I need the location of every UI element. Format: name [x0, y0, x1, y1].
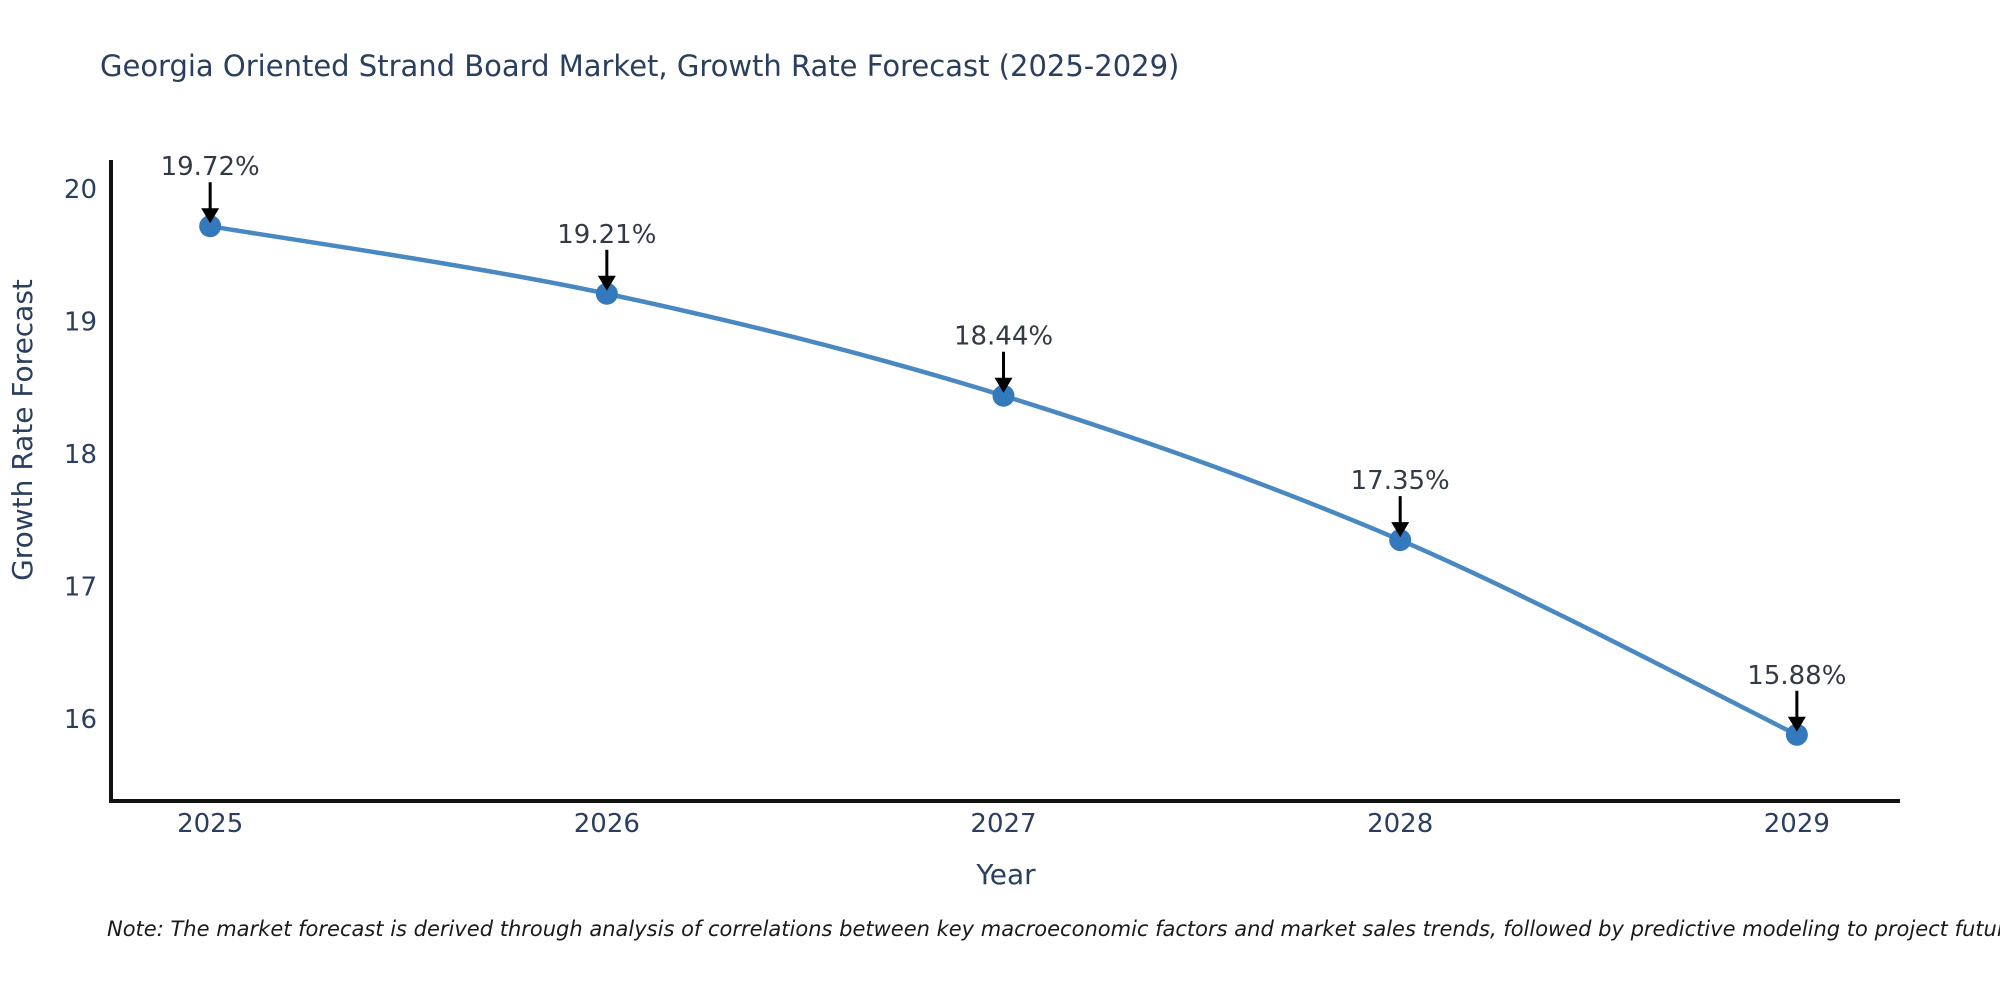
tick-labels: 16 17 18 19 20 2025 2026 2027 2028 2029: [64, 175, 1830, 839]
x-tick-label: 2025: [177, 809, 243, 839]
x-tick-label: 2027: [970, 809, 1036, 839]
annotation-arrowhead-icon: [1787, 716, 1806, 732]
point-annotation: 17.35%: [1351, 466, 1450, 538]
x-tick-label: 2028: [1367, 809, 1433, 839]
y-tick-label: 16: [64, 705, 97, 735]
annotation-arrowhead-icon: [201, 208, 220, 224]
y-tick-label: 18: [64, 440, 97, 470]
point-value-label: 15.88%: [1747, 661, 1846, 691]
data-series: [199, 215, 1808, 746]
x-axis-title: Year: [975, 858, 1036, 891]
point-value-label: 19.21%: [557, 220, 656, 250]
point-annotation: 18.44%: [954, 322, 1053, 393]
point-value-label: 19.72%: [161, 152, 260, 182]
y-tick-label: 20: [64, 175, 97, 205]
y-tick-label: 19: [64, 308, 97, 338]
x-tick-label: 2026: [574, 809, 640, 839]
data-point-2028[interactable]: [1389, 529, 1412, 552]
axes: [109, 160, 1900, 803]
annotation-arrowhead-icon: [1391, 522, 1410, 538]
chart-title: Georgia Oriented Strand Board Market, Gr…: [100, 49, 1179, 83]
trend-line: [207, 223, 1800, 738]
point-annotation: 19.21%: [557, 220, 656, 291]
annotation-arrowhead-icon: [597, 275, 616, 291]
point-annotations: 19.72% 19.21% 18.44% 17.35% 15.88%: [161, 152, 1846, 732]
point-value-label: 18.44%: [954, 322, 1053, 352]
point-value-label: 17.35%: [1351, 466, 1450, 496]
footnote: Note: The market forecast is derived thr…: [107, 917, 2000, 941]
point-annotation: 15.88%: [1747, 661, 1846, 732]
data-point-2026[interactable]: [595, 282, 618, 305]
data-point-2025[interactable]: [199, 215, 222, 238]
annotation-arrowhead-icon: [994, 377, 1013, 393]
point-annotation: 19.72%: [161, 152, 260, 224]
data-point-2029[interactable]: [1785, 723, 1808, 746]
x-tick-label: 2029: [1764, 809, 1830, 839]
y-tick-label: 17: [64, 572, 97, 602]
data-point-2027[interactable]: [992, 384, 1015, 407]
y-axis-title: Growth Rate Forecast: [6, 279, 39, 581]
